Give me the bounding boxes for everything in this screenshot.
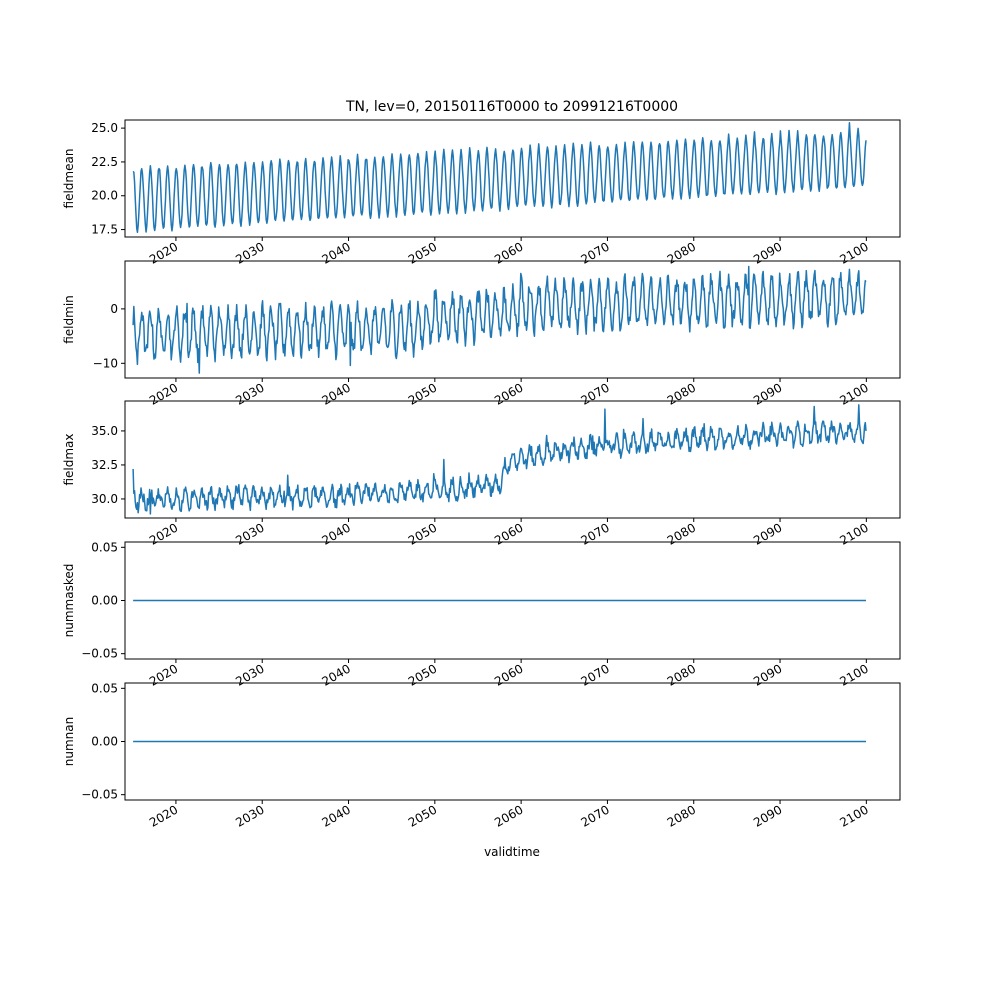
x-axis-label: validtime <box>484 845 540 859</box>
y-tick-label: 22.5 <box>91 155 118 169</box>
y-axis-label: fieldmean <box>62 149 76 209</box>
y-axis-label: numnan <box>62 717 76 766</box>
axes-frame <box>124 260 901 379</box>
series-line-fieldmax <box>132 404 867 515</box>
y-axis-label: nummasked <box>62 564 76 638</box>
y-axis-label: fieldmax <box>62 433 76 485</box>
y-tick-label: 0 <box>110 302 118 316</box>
y-tick-label: 35.0 <box>91 424 118 438</box>
y-tick-label: 0.05 <box>91 540 118 554</box>
y-tick-label: 30.0 <box>91 492 118 506</box>
y-tick-label: 0.00 <box>91 594 118 608</box>
y-tick-label: −10 <box>93 356 118 370</box>
y-tick-label: 20.0 <box>91 189 118 203</box>
axes-frame <box>124 119 901 238</box>
y-tick-label: 0.00 <box>91 735 118 749</box>
y-tick-label: 17.5 <box>91 223 118 237</box>
y-tick-label: 25.0 <box>91 121 118 135</box>
y-axis-label: fieldmin <box>62 295 76 344</box>
series-line-fieldmean <box>132 121 867 234</box>
figure-title: TN, lev=0, 20150116T0000 to 20991216T000… <box>345 99 678 115</box>
axes-frame <box>124 400 901 519</box>
series-line-fieldmin <box>132 265 867 374</box>
y-tick-label: 0.05 <box>91 681 118 695</box>
y-tick-label: −0.05 <box>81 788 118 802</box>
y-tick-label: −0.05 <box>81 647 118 661</box>
y-tick-label: 32.5 <box>91 458 118 472</box>
